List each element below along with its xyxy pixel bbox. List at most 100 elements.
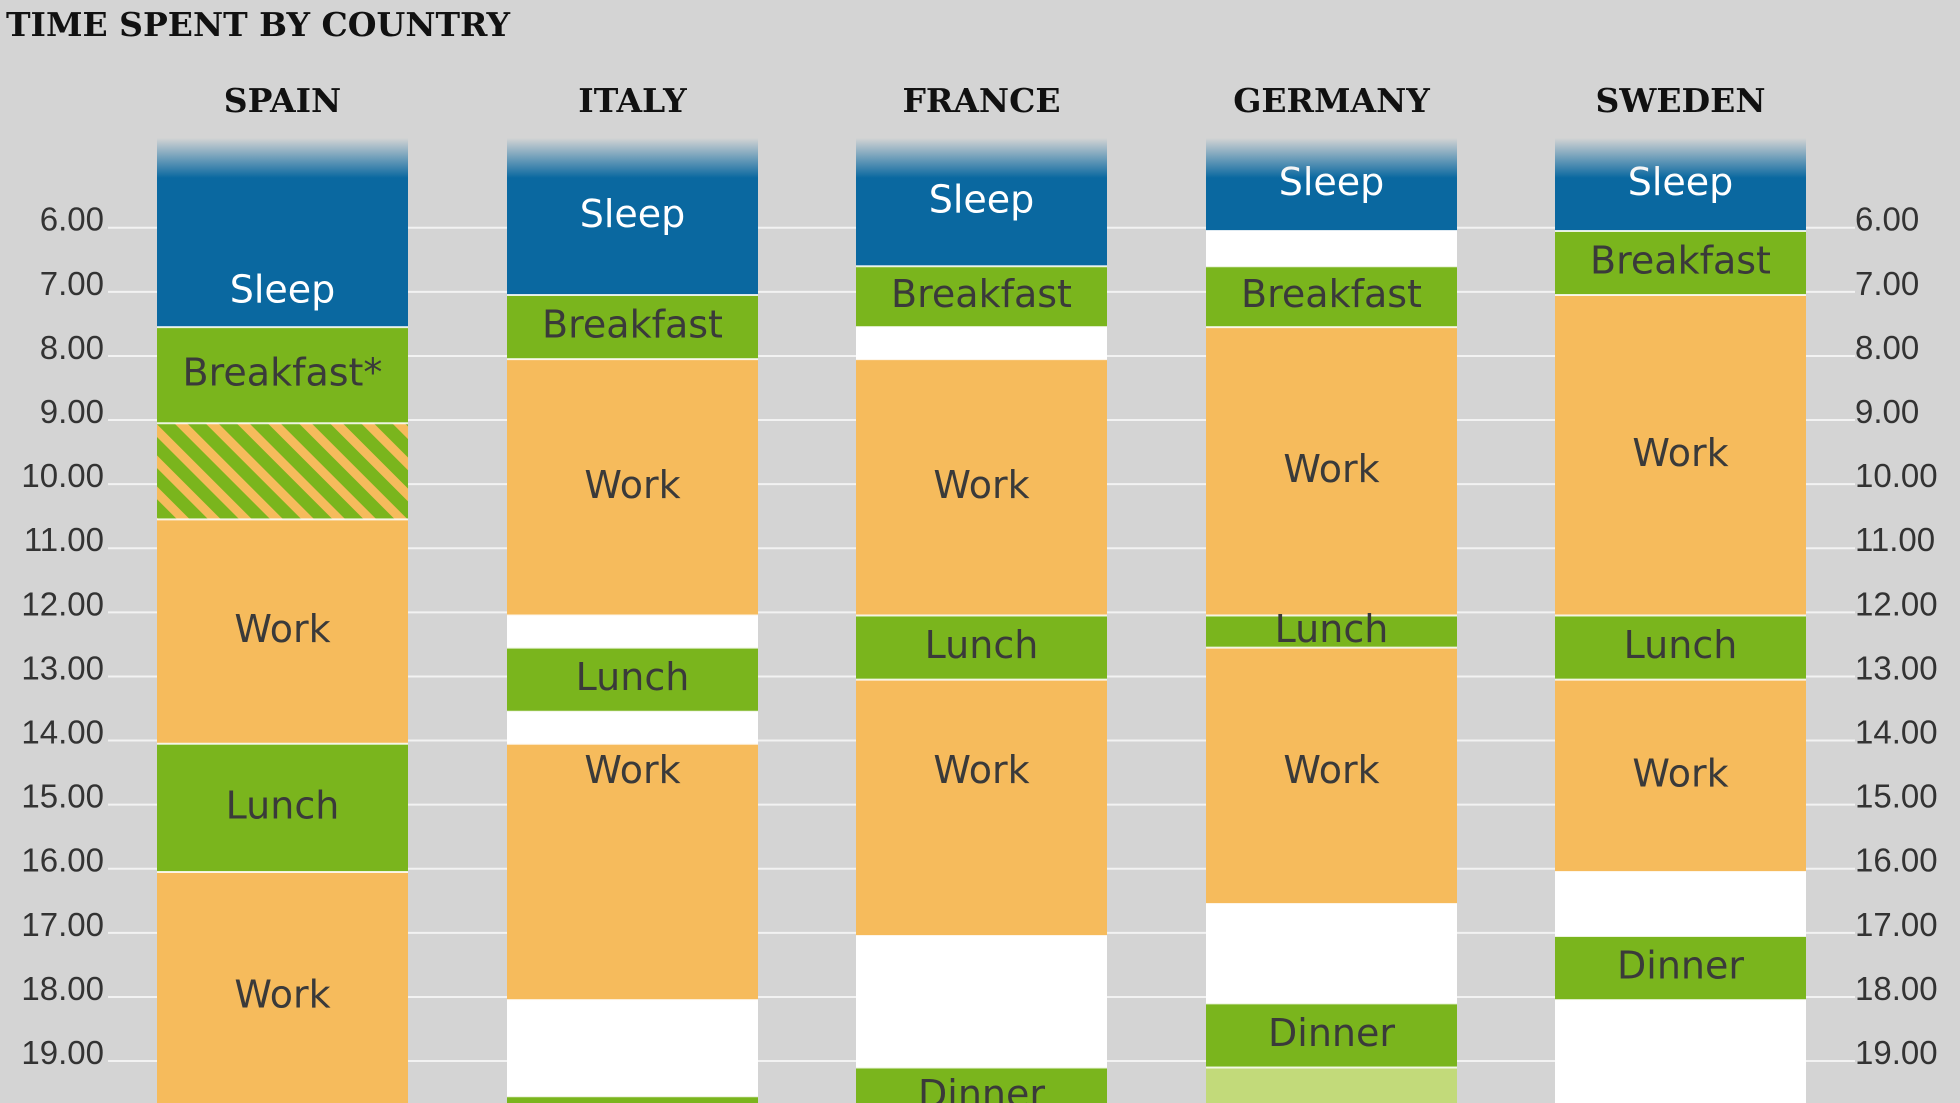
- segment-work: [856, 679, 1107, 937]
- y-tick-label-right: 16.00: [1855, 842, 1938, 879]
- segment-label: Sleep: [230, 267, 336, 311]
- segment-work: [507, 743, 758, 1001]
- y-tick-label-right: 9.00: [1855, 393, 1919, 430]
- segment-label: Breakfast: [1241, 272, 1422, 316]
- segment-lunch: [1206, 615, 1457, 648]
- country-header: SWEDEN: [1596, 81, 1766, 120]
- segment-free: [1555, 871, 1806, 937]
- y-tick-label-right: 11.00: [1855, 521, 1935, 558]
- country-header: GERMANY: [1233, 81, 1430, 120]
- segment-label: Work: [584, 463, 680, 507]
- segment-work: [1555, 679, 1806, 872]
- country-column-italy: ITALY Sleep Breakfast Work Lunch Work: [507, 81, 758, 1103]
- segment-breakfast: [1555, 230, 1806, 296]
- y-tick-label-left: 6.00: [40, 201, 104, 238]
- segment-dinner: [507, 1096, 758, 1103]
- segment-work: [507, 359, 758, 616]
- y-tick-label-right: 7.00: [1855, 265, 1919, 302]
- y-tick-label-right: 6.00: [1855, 201, 1919, 238]
- y-tick-label-right: 13.00: [1855, 649, 1938, 686]
- segment-breakfast-optional: [157, 423, 408, 520]
- y-tick-label-right: 12.00: [1855, 585, 1938, 622]
- segment-breakfast: [856, 266, 1107, 328]
- segment-label: Dinner: [918, 1072, 1045, 1103]
- y-tick-label-left: 10.00: [21, 457, 104, 494]
- segment-lunch: [856, 615, 1107, 680]
- y-tick-label-left: 19.00: [21, 1034, 104, 1071]
- segment-label: Lunch: [576, 655, 690, 699]
- y-tick-label-left: 9.00: [40, 393, 104, 430]
- country-header: ITALY: [578, 81, 687, 120]
- segment-label: Sleep: [580, 192, 686, 236]
- column-top-fade: [856, 138, 1107, 178]
- segment-free: [856, 327, 1107, 360]
- segment-breakfast: [507, 295, 758, 360]
- segment-free: [1555, 1000, 1806, 1103]
- country-columns: SPAIN Sleep Breakfast* Work Lunch Work ITALY Sl…: [157, 81, 1806, 1103]
- segment-label: Lunch: [1624, 623, 1738, 667]
- y-tick-label-right: 8.00: [1855, 329, 1919, 366]
- segment-label: Work: [1283, 447, 1379, 491]
- y-tick-label-left: 17.00: [21, 906, 104, 943]
- segment-free: [507, 1000, 758, 1097]
- segment-breakfast: [1206, 266, 1457, 328]
- segment-label: Breakfast: [891, 272, 1072, 316]
- segment-label: Lunch: [1275, 607, 1389, 651]
- y-tick-label-left: 14.00: [21, 714, 104, 751]
- segment-free: [1206, 230, 1457, 267]
- segment-label: Lunch: [226, 783, 340, 827]
- segment-label: Breakfast*: [183, 351, 383, 395]
- segment-label: Work: [234, 607, 330, 651]
- segment-label: Work: [933, 463, 1029, 507]
- segment-label: Work: [584, 748, 680, 792]
- segment-breakfast: [157, 327, 408, 424]
- column-top-fade: [507, 138, 758, 178]
- y-tick-label-right: 10.00: [1855, 457, 1938, 494]
- segment-label: Work: [234, 972, 330, 1016]
- chart-title: TIME SPENT BY COUNTRY: [6, 5, 510, 44]
- segment-free: [507, 711, 758, 744]
- y-tick-label-left: 13.00: [21, 649, 104, 686]
- segment-work: [1206, 327, 1457, 616]
- segment-label: Dinner: [1268, 1011, 1395, 1055]
- segment-dinner: [856, 1067, 1107, 1103]
- segment-label: Dinner: [1617, 944, 1744, 988]
- segment-free: [507, 615, 758, 648]
- y-tick-label-right: 15.00: [1855, 778, 1938, 815]
- y-tick-label-left: 12.00: [21, 585, 104, 622]
- country-column-france: FRANCE Sleep Breakfast Work Lunch Work Dinner: [856, 81, 1107, 1103]
- segment-label: Breakfast: [1590, 238, 1771, 282]
- y-tick-label-left: 18.00: [21, 970, 104, 1007]
- segment-work: [157, 519, 408, 744]
- segment-label: Work: [933, 748, 1029, 792]
- segment-label: Work: [1283, 748, 1379, 792]
- segment-free: [856, 936, 1107, 1068]
- segment-dinner: [1555, 936, 1806, 1001]
- y-tick-label-left: 15.00: [21, 778, 104, 815]
- y-axis-ticks: 6.00 6.00 7.00 7.00 8.00 8.00 9.00 9.00 10.00 10.…: [21, 201, 1937, 1071]
- segment-light: [1206, 1067, 1457, 1103]
- segment-label: Breakfast: [542, 303, 723, 347]
- segment-work: [856, 359, 1107, 616]
- country-column-spain: SPAIN Sleep Breakfast* Work Lunch Work: [157, 81, 408, 1103]
- segment-label: Lunch: [925, 623, 1039, 667]
- segment-label: Work: [1632, 431, 1728, 475]
- segment-free: [1206, 903, 1457, 1004]
- y-tick-label-right: 19.00: [1855, 1034, 1938, 1071]
- segment-work: [1206, 647, 1457, 904]
- segment-work: [1555, 295, 1806, 616]
- segment-label: Work: [1632, 751, 1728, 795]
- segment-work: [157, 871, 408, 1103]
- y-tick-label-left: 8.00: [40, 329, 104, 366]
- y-tick-label-right: 18.00: [1855, 970, 1938, 1007]
- segment-lunch: [507, 647, 758, 712]
- y-tick-label-right: 17.00: [1855, 906, 1938, 943]
- segment-dinner: [1206, 1003, 1457, 1068]
- segment-lunch: [157, 743, 408, 872]
- country-header: SPAIN: [224, 81, 341, 120]
- y-tick-label-left: 7.00: [40, 265, 104, 302]
- segment-lunch: [1555, 615, 1806, 680]
